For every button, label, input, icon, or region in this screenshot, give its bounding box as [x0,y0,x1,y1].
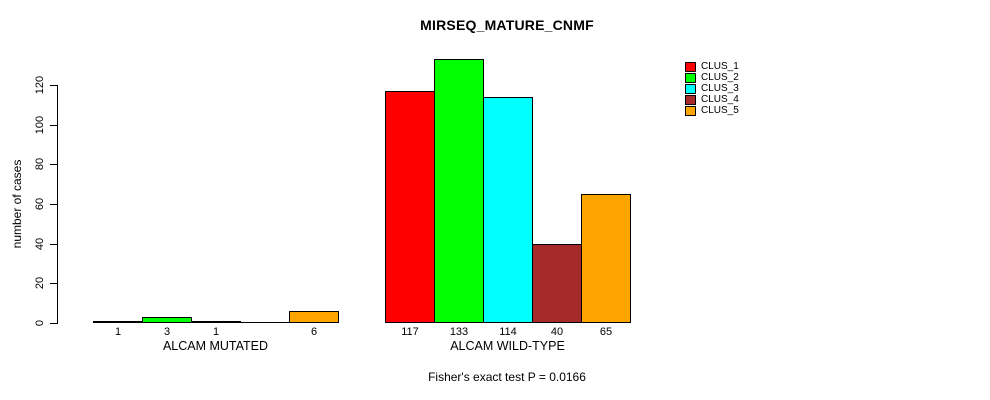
bar-value-label: 3 [163,326,171,338]
y-tick-mark [50,323,57,324]
bar-value-label: 117 [401,326,419,338]
y-tick-mark [50,243,57,245]
bar-clus_3 [483,97,533,323]
y-tick-mark [50,124,57,126]
group-label: ALCAM MUTATED [162,339,269,353]
legend-label: CLUS_3 [701,83,739,94]
legend-swatch [685,72,696,83]
bar-value-label: 1 [114,326,122,338]
y-axis-label: number of cases [10,159,24,249]
legend-entry: CLUS_2 [685,72,739,83]
legend-entry: CLUS_3 [685,83,739,94]
bar-clus_5 [581,194,631,323]
legend-label: CLUS_2 [701,72,739,83]
bar-value-label: 65 [599,326,613,338]
bar-clus_1 [385,91,435,323]
y-tick-label: 20 [34,277,46,290]
bar-clus_3 [191,321,241,323]
bar-value-label: 114 [499,326,517,338]
legend-label: CLUS_5 [701,105,739,116]
bar-value-label: 40 [550,326,564,338]
y-tick-label: 80 [34,158,46,171]
bar-clus_2 [142,317,192,323]
legend-entry: CLUS_1 [685,61,739,72]
annotation-text: Fisher's exact test P = 0.0166 [428,370,586,384]
legend-entry: CLUS_5 [685,105,739,116]
legend: CLUS_1 CLUS_2 CLUS_3 CLUS_4 CLUS_5 [685,61,739,116]
y-tick-mark [50,283,57,285]
bar-value-label: 6 [310,326,318,338]
y-tick-mark [50,204,57,205]
y-tick-label: 0 [34,319,46,327]
legend-label: CLUS_4 [701,94,739,105]
legend-swatch [685,94,696,105]
bar-clus_4-zero [240,322,290,323]
legend-swatch [685,105,696,116]
y-axis-line [57,85,58,324]
bar-value-label: 1 [212,326,220,338]
bar-value-label: 133 [449,326,469,338]
bar-clus_4 [532,244,582,323]
bar-clus_5 [289,311,339,323]
legend-swatch [685,61,696,72]
y-tick-label: 100 [34,115,46,134]
y-tick-label: 120 [34,75,46,95]
y-tick-label: 40 [34,237,46,250]
chart-title: MIRSEQ_MATURE_CNMF [420,17,594,33]
y-tick-label: 60 [34,197,46,211]
bar-clus_2 [434,59,484,323]
y-tick-mark [50,85,57,86]
bar-clus_1 [93,321,143,323]
legend-swatch [685,83,696,94]
legend-entry: CLUS_4 [685,94,739,105]
group-label: ALCAM WILD-TYPE [450,339,565,353]
y-tick-mark [50,164,57,166]
legend-label: CLUS_1 [701,61,739,72]
